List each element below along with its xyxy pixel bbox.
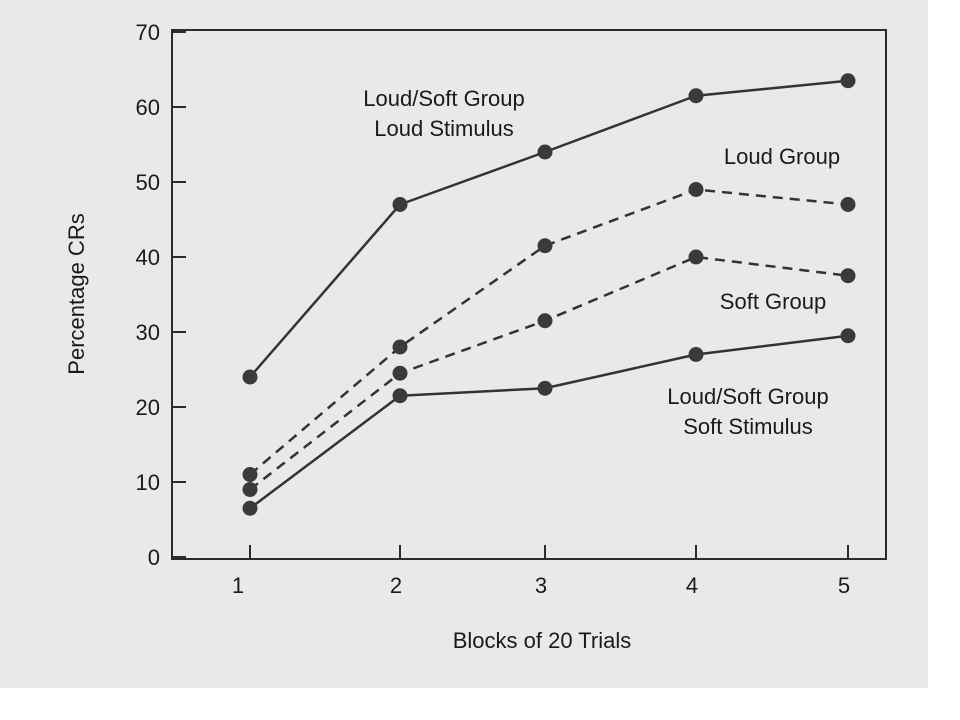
data-point-s0-0 — [242, 369, 258, 385]
data-point-s0-2 — [537, 144, 553, 160]
x-axis-ticks: 1 2 3 4 5 — [232, 545, 850, 598]
y-tick-label: 50 — [136, 170, 160, 195]
data-point-s3-3 — [688, 347, 704, 362]
series-label-2: Soft Group — [720, 289, 826, 314]
data-point-s1-0 — [242, 467, 258, 482]
y-tick-label: 0 — [148, 545, 160, 570]
data-point-s3-2 — [537, 380, 553, 396]
series-label-1: Loud Group — [724, 144, 840, 169]
data-point-s0-3 — [688, 88, 704, 104]
series-points — [242, 73, 856, 516]
data-point-s3-4 — [840, 328, 856, 344]
y-tick-label: 10 — [136, 470, 160, 495]
series-label-0: Loud Stimulus — [374, 116, 513, 141]
y-tick-label: 60 — [136, 95, 160, 120]
data-point-s1-1 — [392, 339, 408, 355]
series-label-3: Loud/Soft Group — [667, 384, 828, 409]
x-tick-label: 4 — [686, 573, 698, 598]
y-axis-ticks: 0 10 20 30 40 50 60 70 — [136, 20, 186, 570]
data-point-s3-1 — [392, 388, 408, 404]
data-point-s0-4 — [840, 73, 856, 89]
x-tick-label: 2 — [390, 573, 402, 598]
data-point-s1-2 — [537, 238, 553, 254]
series-line-0 — [249, 79, 849, 378]
data-point-s1-3 — [688, 182, 704, 197]
x-tick-label: 5 — [838, 573, 850, 598]
series-label-3: Soft Stimulus — [683, 414, 813, 439]
data-point-s2-2 — [537, 313, 553, 329]
data-point-s0-1 — [392, 197, 408, 212]
y-tick-label: 20 — [136, 395, 160, 420]
data-point-s1-4 — [840, 197, 856, 212]
plot-frame — [171, 29, 887, 560]
data-point-s2-3 — [688, 249, 704, 265]
x-tick-label: 3 — [535, 573, 547, 598]
x-axis-label: Blocks of 20 Trials — [453, 628, 632, 653]
data-point-s2-0 — [242, 482, 258, 497]
data-point-s2-4 — [840, 268, 856, 284]
data-point-s2-1 — [392, 365, 408, 381]
y-axis-label: Percentage CRs — [64, 213, 89, 374]
y-tick-label: 40 — [136, 245, 160, 270]
series-line-1 — [249, 188, 849, 476]
y-tick-label: 30 — [136, 320, 160, 345]
data-point-s3-0 — [242, 500, 258, 516]
x-tick-label: 1 — [232, 573, 244, 598]
series-labels: Loud/Soft Group Loud Stimulus Loud Group So… — [363, 86, 840, 439]
y-tick-label: 70 — [136, 20, 160, 45]
series-label-0: Loud/Soft Group — [363, 86, 524, 111]
